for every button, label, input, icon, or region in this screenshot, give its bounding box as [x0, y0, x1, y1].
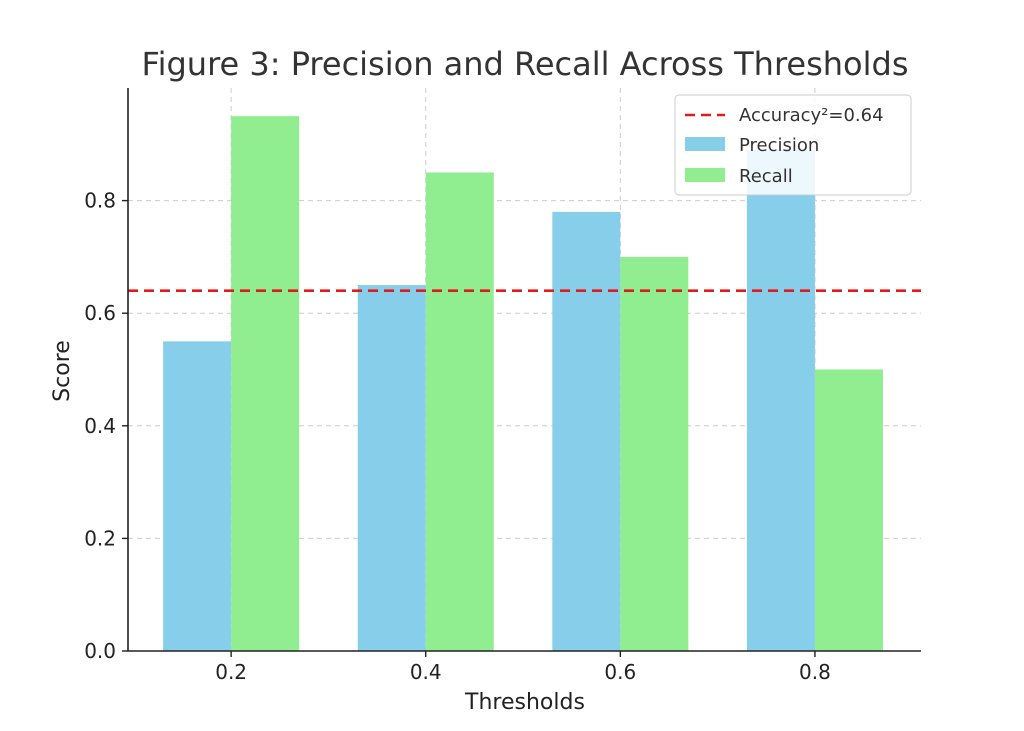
x-tick-label: 0.4	[410, 660, 442, 684]
bar-precision-0.4	[357, 285, 426, 651]
x-axis-label: Thresholds	[464, 690, 585, 715]
x-tick-label: 0.6	[604, 660, 636, 684]
y-tick-label: 0.2	[84, 526, 116, 550]
bar-precision-0.6	[552, 211, 621, 652]
bars-layer	[163, 116, 883, 652]
legend: Accuracy²=0.64 Precision Recall	[674, 94, 912, 196]
legend-box	[674, 94, 912, 196]
legend-label-accuracy: Accuracy²=0.64	[739, 105, 884, 126]
bar-recall-0.8	[814, 369, 883, 651]
bar-precision-0.2	[163, 341, 232, 651]
y-tick-label: 0.6	[84, 301, 116, 325]
bar-recall-0.2	[231, 116, 300, 651]
y-tick-label: 0.4	[84, 414, 116, 438]
y-tick-label: 0.0	[84, 639, 116, 663]
x-tick-label: 0.2	[215, 660, 247, 684]
bar-precision-0.8	[746, 149, 815, 651]
bar-recall-0.6	[620, 256, 689, 651]
y-axis-label: Score	[50, 340, 75, 402]
legend-label-recall: Recall	[739, 166, 793, 187]
legend-label-precision: Precision	[739, 135, 819, 156]
chart-title: Figure 3: Precision and Recall Across Th…	[142, 45, 909, 83]
legend-swatch-precision	[685, 137, 725, 151]
x-tick-label: 0.8	[799, 660, 831, 684]
axes-layer	[127, 88, 921, 652]
ticks-layer: 0.0 0.2 0.4 0.6 0.8 0.2 0.4 0.6 0.8	[84, 189, 831, 684]
legend-swatch-recall	[685, 168, 725, 182]
y-tick-label: 0.8	[84, 189, 116, 213]
bar-recall-0.4	[425, 172, 494, 651]
